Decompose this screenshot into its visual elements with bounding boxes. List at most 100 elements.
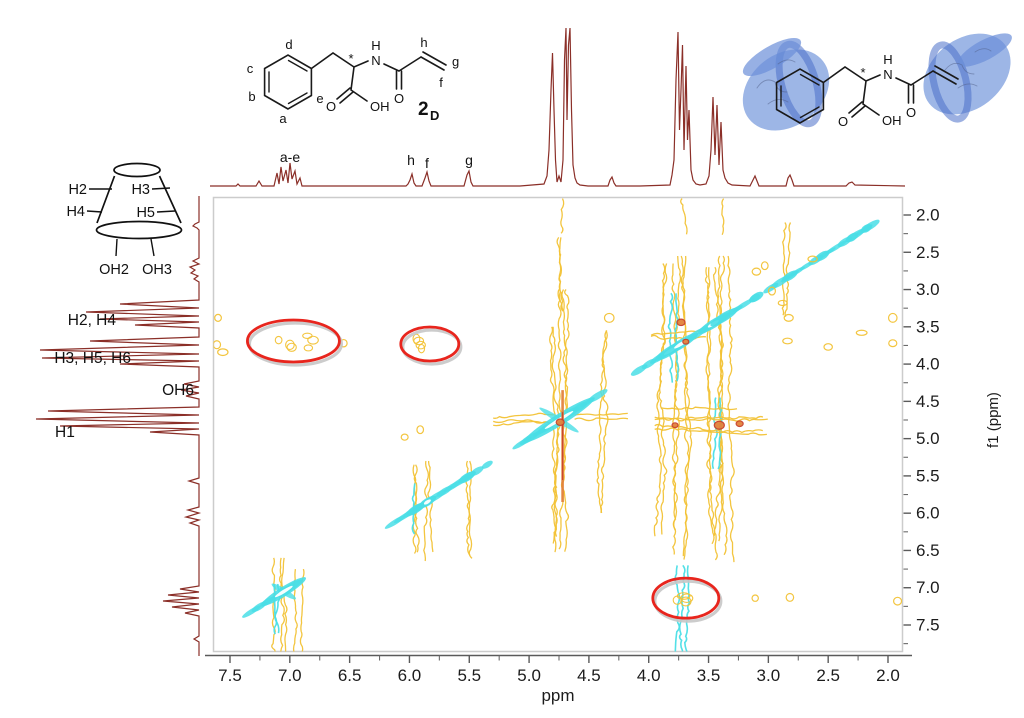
x-tick-label: 6.0 bbox=[398, 666, 422, 685]
contour-streak-horizontal bbox=[654, 415, 764, 422]
y-tick-label: 7.5 bbox=[916, 615, 940, 634]
structure-inclusion-complex: * H N O O OH bbox=[742, 33, 1012, 131]
cd-label-h3: H3 bbox=[131, 182, 150, 198]
benzene-double-bonds bbox=[268, 59, 308, 105]
x-tick-label: 7.0 bbox=[278, 666, 302, 685]
contour-streak-vertical bbox=[549, 326, 557, 544]
contour-streak-vertical bbox=[713, 255, 724, 561]
diagonal-peak-core bbox=[423, 499, 431, 505]
contour-streak-horizontal bbox=[493, 420, 552, 427]
x-tick-label: 4.0 bbox=[637, 666, 661, 685]
chain-bonds bbox=[310, 51, 447, 104]
contour-streak-vertical bbox=[560, 198, 565, 234]
contour-streak-horizontal bbox=[660, 406, 738, 411]
scatter-peak bbox=[217, 348, 229, 357]
contour-streak-vertical bbox=[427, 460, 434, 553]
top-trace-line bbox=[210, 27, 906, 187]
top-1d-proton-trace: a-e h f g bbox=[210, 27, 906, 187]
cone-opening bbox=[958, 33, 1012, 67]
contour-streak-vertical bbox=[680, 198, 688, 235]
contour-streak-vertical bbox=[278, 557, 285, 652]
vinyl-h-label: h bbox=[420, 35, 427, 50]
highlight-ellipse bbox=[246, 318, 341, 364]
hot-spot bbox=[555, 418, 565, 427]
structure-monomer-2d: d c b a e * H N O h g f O OH 2 D bbox=[247, 35, 459, 126]
contour-streak-vertical bbox=[596, 330, 608, 514]
scatter-peak bbox=[214, 313, 222, 322]
scatter-peak bbox=[782, 337, 793, 345]
y-axis-title: f1 (ppm) bbox=[985, 392, 1002, 448]
ring-label-e: e bbox=[316, 91, 323, 106]
cone-opening bbox=[742, 37, 802, 77]
x-axis-title: ppm bbox=[541, 686, 574, 705]
cd-label-oh3: OH3 bbox=[142, 262, 172, 278]
contour-layer bbox=[213, 198, 903, 652]
diagonal-peak-blob bbox=[815, 250, 830, 262]
acid-oh-label: OH bbox=[882, 113, 902, 128]
scatter-peak bbox=[416, 425, 425, 435]
contour-streak-vertical bbox=[727, 255, 735, 563]
hot-spot bbox=[676, 318, 686, 327]
contour-streak-vertical bbox=[711, 397, 718, 470]
x-ticks: 7.5 7.0 6.5 6.0 5.5 5.0 4.5 4.0 3.5 3.0 2.5 2.0 bbox=[218, 655, 900, 685]
contour-streak-horizontal bbox=[574, 417, 629, 422]
x-tick-label: 7.5 bbox=[218, 666, 242, 685]
scatter-peak bbox=[760, 261, 769, 271]
amide-h-label: H bbox=[371, 38, 380, 53]
chain-bonds bbox=[822, 65, 959, 118]
bucket-pointer-lines bbox=[86, 187, 176, 257]
top-peak-label-h: h bbox=[407, 152, 415, 168]
benzene-ring bbox=[263, 54, 313, 110]
left-assign-h3h5h6: H3, H5, H6 bbox=[54, 350, 131, 367]
scatter-peak bbox=[785, 592, 795, 602]
contour-streak-vertical bbox=[681, 255, 690, 557]
y-tick-label: 5.5 bbox=[916, 466, 940, 485]
left-assign-h1: H1 bbox=[55, 424, 75, 441]
contour-streak-vertical bbox=[271, 557, 276, 652]
circled-cross-peak-contours bbox=[303, 344, 314, 352]
left-assign-oh6: OH6 bbox=[162, 382, 194, 399]
ring-label-d: d bbox=[285, 37, 292, 52]
bucket-sides bbox=[96, 175, 182, 224]
acid-oh-label: OH bbox=[370, 99, 390, 114]
scatter-peak bbox=[807, 255, 818, 263]
highlight-circles-layer bbox=[246, 318, 723, 623]
diagonal-peak-blob bbox=[458, 471, 476, 484]
y-ticks: 2.0 2.5 3.0 3.5 4.0 4.5 5.0 5.5 6.0 6.5 7.0 7.5 bbox=[903, 206, 940, 645]
contour-streak-vertical bbox=[558, 237, 564, 312]
contour-streak-horizontal bbox=[493, 412, 554, 419]
scatter-peak bbox=[893, 596, 903, 606]
contour-streak-vertical bbox=[671, 255, 682, 555]
circled-cross-peak-contours bbox=[274, 335, 283, 345]
cone-texture bbox=[944, 48, 992, 89]
stereocenter-asterisk: * bbox=[860, 65, 865, 80]
contour-streak-vertical bbox=[412, 464, 418, 554]
diagonal-lens bbox=[732, 297, 755, 312]
y-tick-label: 3.0 bbox=[916, 280, 940, 299]
vinyl-f-label: f bbox=[439, 75, 443, 90]
benzene-double-bonds bbox=[780, 73, 820, 119]
contour-streak-vertical bbox=[281, 557, 288, 652]
contour-streak-vertical bbox=[683, 565, 691, 652]
x-tick-label: 2.5 bbox=[816, 666, 840, 685]
x-tick-label: 5.0 bbox=[517, 666, 541, 685]
cyclodextrin-bucket-cartoon: H2 H3 H4 H5 OH2 OH3 bbox=[66, 162, 183, 278]
y-tick-label: 4.0 bbox=[916, 355, 940, 374]
diagonal-peak-blob bbox=[861, 223, 872, 233]
diagonal-peak-blob bbox=[749, 291, 764, 303]
benzene-ring bbox=[775, 68, 825, 124]
vinyl-g-label: g bbox=[452, 54, 459, 69]
contour-streak-vertical bbox=[553, 289, 563, 553]
contour-streak-horizontal bbox=[574, 412, 628, 416]
hot-spot bbox=[671, 422, 679, 429]
stereocenter-asterisk: * bbox=[348, 51, 353, 66]
cd-label-h4: H4 bbox=[66, 204, 85, 220]
scatter-peak bbox=[603, 312, 615, 323]
diagonal-peak-blob bbox=[782, 270, 798, 282]
x-tick-label: 3.0 bbox=[757, 666, 781, 685]
y-tick-label: 2.0 bbox=[916, 206, 940, 225]
amide-n-label: N bbox=[371, 53, 380, 68]
contour-streak-vertical bbox=[721, 198, 725, 236]
compound-number-subscript: D bbox=[430, 108, 439, 123]
